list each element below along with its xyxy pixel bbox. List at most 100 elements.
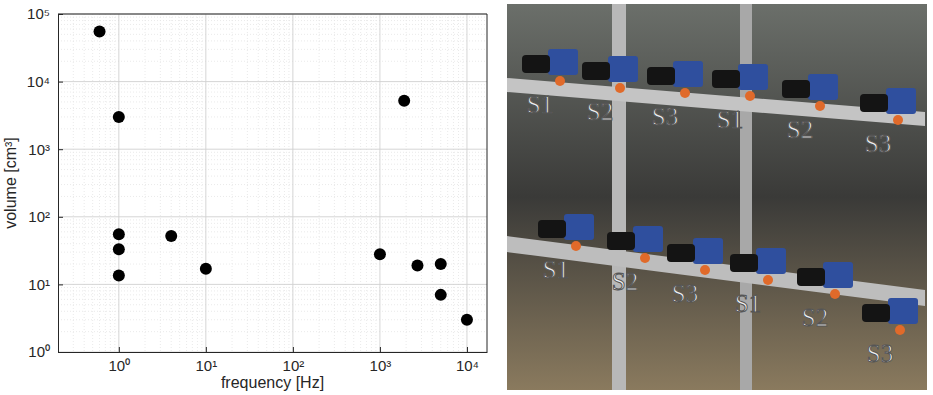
minor-grid-line — [201, 14, 202, 352]
tick-mark — [58, 352, 63, 353]
camera-label: S2 — [587, 98, 613, 125]
minor-grid-line — [440, 14, 441, 352]
minor-grid-line — [58, 108, 487, 109]
tick-mark — [58, 82, 63, 83]
tick-label: 10⁵ — [27, 5, 50, 22]
camera-label: S1 — [527, 91, 553, 118]
points — [94, 26, 473, 326]
camera — [712, 64, 768, 101]
camera-lens — [582, 62, 610, 80]
minor-grid-line — [58, 24, 487, 25]
tick-label: 10⁰ — [108, 357, 130, 374]
minor-grid-line — [284, 14, 285, 352]
tick: 10⁰ — [108, 347, 130, 374]
minor-grid-line — [58, 184, 487, 185]
tick-label: 10¹ — [28, 276, 50, 293]
minor-grid-line — [58, 319, 487, 320]
grid-line — [205, 14, 206, 352]
minor-grid-line — [58, 169, 487, 170]
camera-label: S2 — [787, 116, 813, 143]
camera-body — [886, 88, 916, 114]
minor-grid-line — [92, 14, 93, 352]
minor-grid-line — [58, 28, 487, 29]
camera-lens — [797, 268, 825, 286]
tick-label: 10² — [28, 208, 50, 225]
camera — [582, 56, 638, 93]
camera — [862, 298, 918, 335]
grid-line — [379, 14, 380, 352]
grid-line — [58, 149, 487, 150]
minor-grid-line — [371, 14, 372, 352]
minor-grid-line — [73, 14, 74, 352]
camera — [797, 262, 853, 299]
minor-grid-line — [58, 227, 487, 228]
camera-body — [633, 226, 663, 252]
camera — [782, 74, 838, 111]
camera-body — [564, 214, 594, 240]
tick-label: 10⁴ — [456, 357, 479, 374]
camera-label: S3 — [652, 103, 678, 130]
minor-grid-line — [58, 20, 487, 21]
minor-grid-line — [58, 84, 487, 85]
camera-cap — [895, 325, 905, 335]
camera-label: S1 — [735, 290, 761, 317]
grid-line — [58, 284, 487, 285]
minor-grid-line — [179, 14, 180, 352]
point — [113, 243, 125, 255]
camera-label: S2 — [802, 304, 828, 331]
tick-mark — [58, 217, 63, 218]
minor-grid-line — [58, 159, 487, 160]
minor-grid-line — [58, 219, 487, 220]
camera — [647, 61, 703, 98]
camera-cap — [680, 88, 690, 98]
camera — [607, 226, 663, 263]
minor-grid-line — [421, 14, 422, 352]
minor-grid-line — [288, 14, 289, 352]
tick-mark — [467, 347, 468, 352]
camera-cap — [555, 76, 565, 86]
minor-grid-line — [58, 34, 487, 35]
camera — [538, 214, 594, 251]
tick: 10⁵ — [27, 5, 63, 22]
camera-body — [673, 61, 703, 87]
camera-lens — [860, 94, 888, 112]
camera-body — [756, 248, 786, 274]
camera-label: S1 — [717, 106, 743, 133]
camera-cap — [640, 253, 650, 263]
figure: 10⁰10¹10²10³10⁴10⁰10¹10²10³10⁴10⁵frequen… — [0, 0, 933, 395]
rack-post — [740, 4, 752, 390]
minor-grid-line — [192, 14, 193, 352]
plot-background — [58, 14, 487, 352]
minor-grid-line — [160, 14, 161, 352]
point — [113, 111, 125, 123]
minor-grid-line — [406, 14, 407, 352]
minor-grid-line — [58, 40, 487, 41]
minor-grid-line — [366, 14, 367, 352]
y-axis: 10⁰10¹10²10³10⁴10⁵ — [27, 5, 63, 360]
camera-label: S2 — [612, 268, 638, 295]
point — [398, 95, 410, 107]
minor-grid-line — [247, 14, 248, 352]
camera-body — [823, 262, 853, 288]
chart: 10⁰10¹10²10³10⁴10⁰10¹10²10³10⁴10⁵frequen… — [2, 5, 488, 391]
grid-line — [58, 81, 487, 82]
camera-label: S1 — [543, 256, 569, 283]
minor-grid-line — [345, 14, 346, 352]
shelf — [507, 236, 925, 306]
minor-grid-line — [258, 14, 259, 352]
point — [411, 260, 423, 272]
camera-cap — [815, 101, 825, 111]
frame — [487, 14, 488, 352]
x-axis: 10⁰10¹10²10³10⁴ — [59, 347, 488, 374]
tick-mark — [119, 347, 120, 352]
tick: 10³ — [28, 141, 63, 158]
camera-lens — [522, 55, 550, 73]
camera-label: S3 — [867, 340, 893, 367]
axis-line — [58, 15, 59, 353]
camera-lens — [647, 67, 675, 85]
minor-grid-line — [58, 92, 487, 93]
photo-background — [507, 4, 927, 390]
point — [435, 289, 447, 301]
minor-grid-line — [58, 49, 487, 50]
tick: 10³ — [370, 347, 392, 374]
